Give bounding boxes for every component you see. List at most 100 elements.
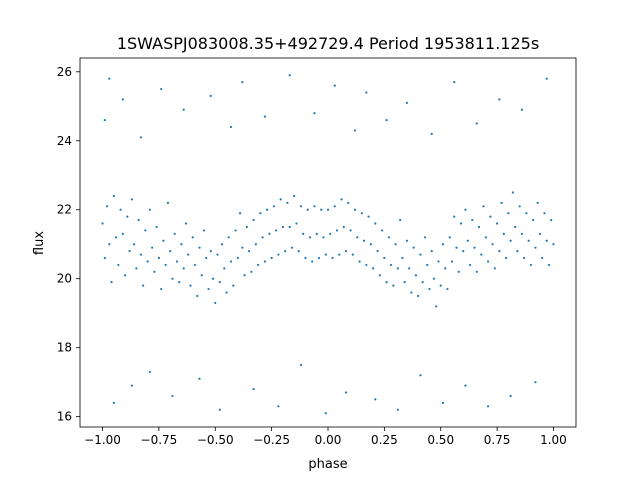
x-tick-label: −1.00 — [84, 433, 121, 447]
data-point — [218, 281, 221, 284]
data-point — [135, 267, 138, 270]
data-point — [178, 281, 181, 284]
data-point — [390, 263, 393, 267]
data-point — [532, 218, 535, 222]
data-point — [419, 374, 422, 377]
data-point — [306, 208, 309, 211]
data-point — [184, 222, 188, 225]
data-point — [475, 122, 478, 125]
data-point — [340, 198, 343, 201]
data-point — [520, 108, 523, 111]
data-point — [527, 239, 530, 242]
data-point — [110, 281, 113, 284]
data-point — [148, 370, 151, 373]
data-point — [534, 246, 537, 249]
data-point — [374, 222, 377, 225]
data-point — [353, 208, 357, 211]
data-point — [410, 291, 413, 294]
data-point — [114, 236, 118, 239]
data-point — [430, 250, 433, 253]
data-point — [360, 212, 363, 215]
data-point — [333, 84, 336, 87]
data-point — [211, 277, 215, 280]
data-point — [455, 246, 458, 249]
data-point — [126, 215, 129, 218]
data-point — [139, 136, 142, 139]
data-point — [108, 243, 111, 246]
data-point — [198, 246, 201, 249]
data-point — [441, 401, 445, 404]
data-point — [198, 377, 201, 380]
data-point — [468, 263, 472, 267]
data-point — [450, 260, 454, 263]
data-point — [498, 98, 501, 101]
data-point — [459, 222, 463, 225]
data-point — [130, 384, 133, 387]
data-point — [247, 250, 251, 253]
data-point — [191, 236, 194, 239]
data-point — [151, 246, 154, 249]
x-tick-label: 1.00 — [540, 433, 567, 447]
data-point — [193, 263, 197, 267]
data-point — [371, 267, 375, 270]
data-point — [313, 112, 316, 115]
data-point — [419, 253, 422, 256]
chart-title: 1SWASPJ083008.35+492729.4 Period 1953811… — [117, 34, 539, 53]
data-point — [335, 229, 339, 232]
data-point — [209, 250, 212, 253]
data-point — [536, 201, 539, 204]
data-point — [475, 270, 478, 273]
data-point — [139, 253, 142, 256]
data-point — [426, 263, 429, 267]
data-point — [473, 246, 476, 249]
data-point — [304, 256, 307, 260]
data-point — [128, 250, 131, 253]
x-axis: −1.00 −0.75 −0.50 −0.25 0.00 0.25 0.50 0.75 1.00 — [84, 427, 567, 447]
y-tick-label: 24 — [57, 134, 72, 148]
data-point — [209, 94, 212, 98]
data-point — [480, 253, 483, 256]
data-point — [353, 129, 357, 132]
data-point — [446, 287, 449, 291]
data-point — [302, 232, 305, 235]
data-point — [421, 281, 424, 284]
data-point — [171, 394, 174, 398]
data-point — [117, 263, 120, 267]
data-point — [130, 198, 133, 201]
data-point — [441, 243, 445, 246]
data-point — [432, 277, 436, 280]
data-point — [103, 118, 106, 122]
data-point — [552, 243, 555, 246]
data-point — [175, 260, 179, 263]
x-tick-label: −0.25 — [253, 433, 290, 447]
y-tick-label: 16 — [57, 410, 72, 424]
data-point — [338, 253, 341, 256]
data-point — [500, 201, 503, 204]
data-point — [489, 215, 492, 218]
data-point — [238, 212, 242, 215]
data-point — [297, 250, 300, 253]
data-point — [509, 239, 512, 242]
data-point — [259, 212, 262, 215]
data-point — [216, 253, 219, 256]
data-point — [545, 77, 548, 80]
data-point — [180, 243, 183, 246]
data-point — [207, 287, 210, 291]
data-point — [538, 232, 542, 235]
data-point — [511, 191, 514, 194]
data-point — [351, 253, 354, 256]
data-point — [157, 256, 161, 260]
x-tick-label: 0.50 — [427, 433, 454, 447]
data-point — [320, 208, 323, 211]
data-point — [214, 301, 217, 304]
data-point — [293, 194, 296, 198]
data-point — [311, 260, 314, 263]
data-point — [142, 284, 145, 287]
data-point — [241, 246, 244, 249]
data-point — [317, 256, 321, 260]
data-point — [444, 267, 447, 270]
data-point — [342, 225, 345, 229]
data-point — [243, 274, 246, 277]
